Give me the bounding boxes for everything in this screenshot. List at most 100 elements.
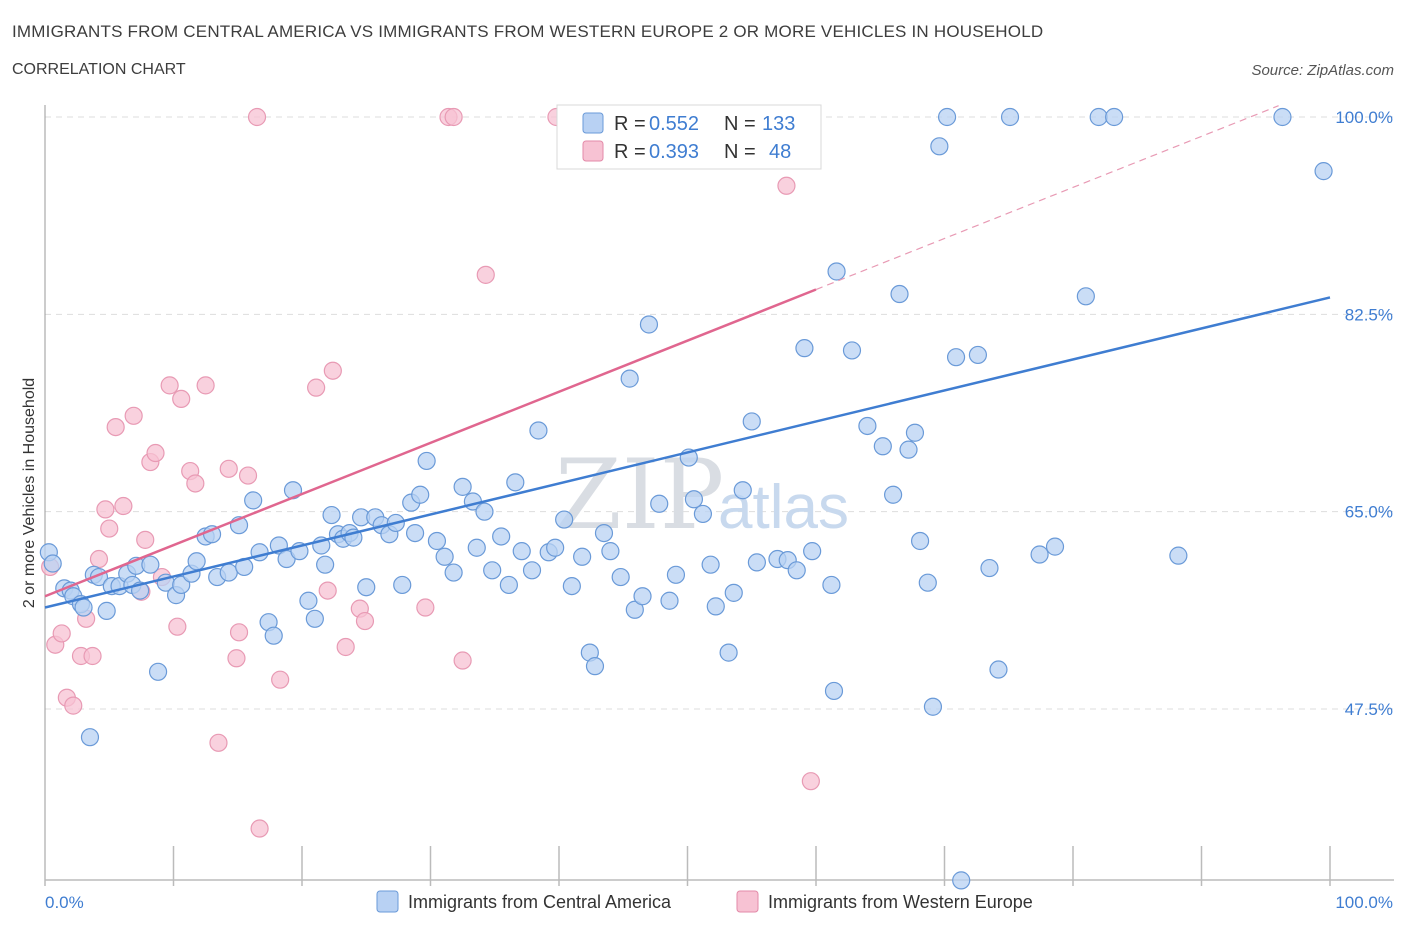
point-central-america <box>1105 107 1124 127</box>
point-central-america <box>706 597 725 616</box>
point-central-america <box>141 555 160 574</box>
y-axis-label: 2 or more Vehicles in Household <box>21 378 38 608</box>
point-central-america <box>522 561 542 580</box>
point-central-america <box>435 547 454 566</box>
point-central-america <box>620 369 639 388</box>
legend-top-n-label-2: N = <box>724 141 756 163</box>
point-central-america <box>219 563 238 582</box>
point-central-america <box>968 345 988 365</box>
point-central-america <box>594 523 614 543</box>
point-central-america <box>923 697 943 716</box>
point-western-europe <box>227 649 246 668</box>
point-central-america <box>905 423 925 442</box>
point-central-america <box>405 523 425 543</box>
point-central-america <box>299 591 318 610</box>
point-central-america <box>742 412 761 431</box>
legend-top: R = 0.552 N = 133 R = 0.393 N = 48 <box>556 104 822 170</box>
point-central-america <box>1030 545 1049 564</box>
point-central-america <box>890 284 909 304</box>
point-central-america <box>883 485 903 504</box>
point-central-america <box>444 563 463 582</box>
point-central-america <box>492 527 511 546</box>
point-central-america <box>393 575 412 595</box>
point-western-europe <box>247 107 267 127</box>
point-western-europe <box>307 378 326 397</box>
point-central-america <box>316 555 335 574</box>
point-central-america <box>918 573 937 592</box>
point-central-america <box>1314 162 1333 181</box>
legend-label-western-europe: Immigrants from Western Europe <box>768 892 1033 912</box>
point-central-america <box>747 553 766 572</box>
chart-title: IMMIGRANTS FROM CENTRAL AMERICA VS IMMIG… <box>12 22 1044 41</box>
point-central-america <box>930 137 949 156</box>
point-central-america <box>842 341 862 360</box>
y-tick-labels: 47.5% 65.0% 82.5% 100.0% <box>1335 108 1393 719</box>
point-central-america <box>80 728 100 747</box>
legend-label-central-america: Immigrants from Central America <box>408 892 672 912</box>
point-central-america <box>483 561 502 580</box>
source-credit: Source: ZipAtlas.com <box>1251 62 1394 79</box>
point-central-america <box>427 531 447 551</box>
point-central-america <box>1000 107 1020 127</box>
legend-top-r-value-1: 0.552 <box>649 113 699 135</box>
point-western-europe <box>100 519 119 538</box>
point-western-europe <box>336 637 355 657</box>
legend-top-r-label-2: R = <box>614 141 646 163</box>
y-tick-label: 82.5% <box>1345 305 1393 324</box>
point-western-europe <box>146 443 165 463</box>
y-tick-label: 65.0% <box>1345 503 1393 522</box>
point-western-europe <box>453 651 472 670</box>
point-central-america <box>952 871 971 890</box>
point-central-america <box>585 657 605 676</box>
point-central-america <box>899 440 918 459</box>
legend-top-r-value-2: 0.393 <box>649 141 699 163</box>
trend-line-western-europe <box>44 288 817 598</box>
point-central-america <box>633 587 652 606</box>
trend-line-western-europe-extension <box>815 105 1279 291</box>
point-central-america <box>529 421 548 440</box>
point-central-america <box>910 531 930 551</box>
point-western-europe <box>186 474 205 493</box>
point-central-america <box>546 538 565 557</box>
legend-top-n-label-1: N = <box>724 113 756 135</box>
x-tick-label-min: 0.0% <box>45 893 84 912</box>
axes <box>44 105 1394 881</box>
point-central-america <box>562 576 581 596</box>
point-western-europe <box>209 733 228 752</box>
point-central-america <box>937 107 957 127</box>
point-central-america <box>453 477 472 496</box>
point-central-america <box>322 505 341 525</box>
point-central-america <box>187 552 206 571</box>
point-western-europe <box>229 623 249 642</box>
point-central-america <box>822 575 841 595</box>
point-central-america <box>719 643 738 662</box>
point-central-america <box>989 660 1008 679</box>
point-western-europe <box>318 581 337 600</box>
point-western-europe <box>271 670 290 689</box>
point-western-europe <box>172 389 191 409</box>
point-western-europe <box>777 176 796 195</box>
legend-top-swatch-pink <box>582 140 604 162</box>
point-western-europe <box>801 772 820 791</box>
point-central-america <box>611 567 630 587</box>
point-western-europe <box>89 549 109 569</box>
point-central-america <box>148 662 168 681</box>
point-central-america <box>1169 546 1188 565</box>
point-western-europe <box>196 376 215 395</box>
legend-swatch-central-america <box>376 890 399 913</box>
chart-subtitle: CORRELATION CHART <box>12 61 186 78</box>
y-tick-label: 47.5% <box>1345 700 1393 719</box>
point-western-europe <box>416 598 435 617</box>
point-central-america <box>666 565 686 584</box>
point-central-america <box>724 583 743 602</box>
point-western-europe <box>124 406 143 425</box>
point-western-europe <box>96 500 115 519</box>
point-western-europe <box>476 265 495 284</box>
point-central-america <box>1273 107 1292 127</box>
trend-lines <box>44 105 1331 609</box>
point-central-america <box>1089 107 1108 127</box>
legend-swatch-western-europe <box>736 890 759 913</box>
legend-top-n-value-2: 48 <box>769 141 791 163</box>
point-central-america <box>684 490 704 509</box>
